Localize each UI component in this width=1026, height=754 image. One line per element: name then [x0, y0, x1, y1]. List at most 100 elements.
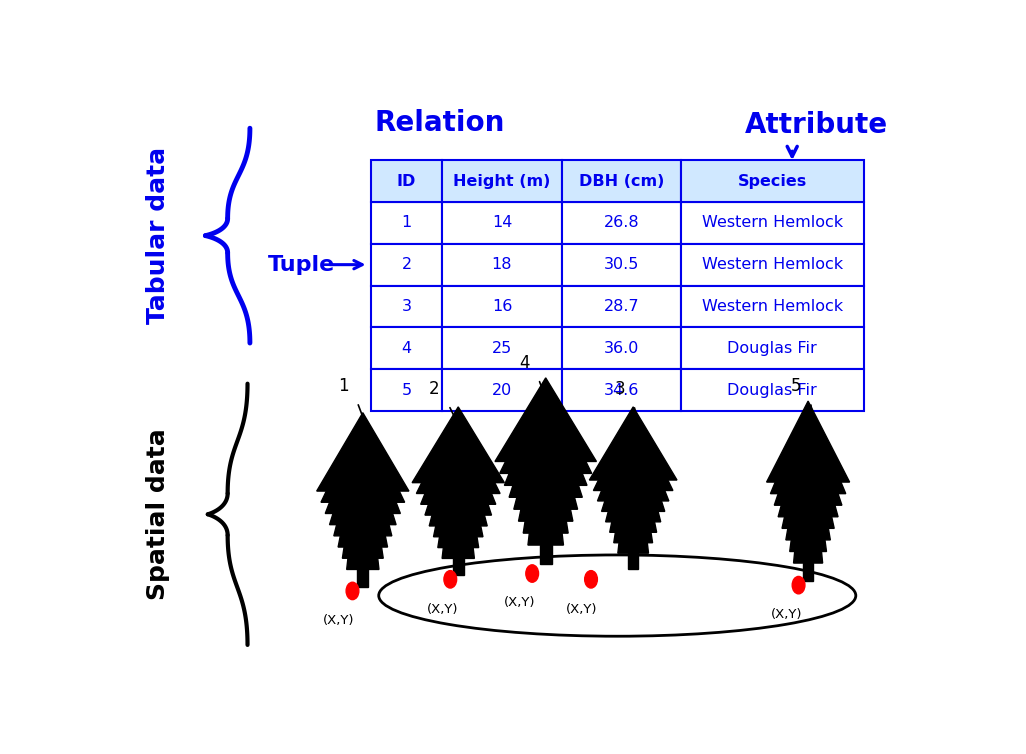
Text: Douglas Fir: Douglas Fir [727, 341, 817, 356]
Text: 1: 1 [401, 216, 411, 231]
Text: 3: 3 [615, 380, 625, 398]
Polygon shape [609, 415, 657, 532]
Polygon shape [495, 378, 596, 461]
Text: 4: 4 [401, 341, 411, 356]
Polygon shape [325, 416, 400, 513]
Text: Height (m): Height (m) [453, 173, 551, 188]
Text: Western Hemlock: Western Hemlock [702, 216, 843, 231]
Bar [442, 327, 561, 369]
Text: 5: 5 [401, 382, 411, 397]
Text: Species: Species [738, 173, 806, 188]
Bar [561, 369, 681, 411]
Text: 5: 5 [791, 377, 801, 395]
Polygon shape [523, 389, 568, 533]
Polygon shape [333, 420, 392, 536]
Text: 3: 3 [401, 299, 411, 314]
Polygon shape [786, 410, 830, 540]
Bar [370, 369, 442, 411]
Polygon shape [343, 424, 384, 558]
Ellipse shape [346, 582, 359, 599]
Text: (X,Y): (X,Y) [504, 596, 536, 608]
Polygon shape [597, 410, 669, 501]
Polygon shape [518, 388, 573, 521]
Bar [442, 286, 561, 327]
Polygon shape [357, 569, 368, 587]
Text: 4: 4 [519, 354, 529, 372]
Polygon shape [442, 419, 474, 559]
Polygon shape [317, 412, 409, 491]
Polygon shape [593, 409, 673, 491]
Polygon shape [514, 385, 578, 509]
Polygon shape [509, 384, 583, 498]
Polygon shape [329, 418, 396, 525]
Polygon shape [589, 407, 677, 480]
Bar [561, 160, 681, 202]
Bar [681, 327, 864, 369]
Text: 25: 25 [491, 341, 512, 356]
Polygon shape [421, 410, 496, 504]
Text: 28.7: 28.7 [603, 299, 639, 314]
Text: ID: ID [397, 173, 417, 188]
Text: Relation: Relation [374, 109, 505, 137]
Polygon shape [775, 405, 842, 505]
Bar [370, 160, 442, 202]
Polygon shape [778, 406, 838, 516]
Polygon shape [417, 409, 500, 493]
Text: Douglas Fir: Douglas Fir [727, 382, 817, 397]
Text: Attribute: Attribute [745, 111, 887, 139]
Text: 1: 1 [338, 377, 348, 395]
Text: 14: 14 [491, 216, 512, 231]
Polygon shape [321, 415, 404, 502]
Ellipse shape [792, 576, 805, 594]
Polygon shape [412, 407, 505, 483]
Text: 2: 2 [401, 257, 411, 272]
Bar [561, 286, 681, 327]
Text: 18: 18 [491, 257, 512, 272]
Polygon shape [425, 412, 491, 515]
Polygon shape [540, 545, 552, 564]
Bar [442, 244, 561, 286]
Text: (X,Y): (X,Y) [565, 602, 597, 615]
Bar [561, 244, 681, 286]
Bar [442, 202, 561, 244]
Polygon shape [347, 425, 379, 569]
Polygon shape [605, 414, 661, 522]
Polygon shape [438, 417, 479, 547]
Polygon shape [434, 415, 483, 537]
Bar [681, 202, 864, 244]
Polygon shape [339, 421, 388, 547]
Bar [442, 160, 561, 202]
Polygon shape [793, 414, 823, 563]
Text: 30.5: 30.5 [603, 257, 639, 272]
Text: 34.6: 34.6 [603, 382, 639, 397]
Ellipse shape [525, 565, 539, 582]
Polygon shape [452, 559, 464, 575]
Text: (X,Y): (X,Y) [771, 608, 802, 621]
Polygon shape [618, 418, 648, 553]
Bar [442, 369, 561, 411]
Bar [370, 286, 442, 327]
Text: Tuple: Tuple [268, 255, 334, 274]
Polygon shape [790, 412, 827, 551]
Polygon shape [505, 382, 587, 486]
Ellipse shape [585, 571, 597, 588]
Polygon shape [628, 553, 638, 569]
Text: Tabular data: Tabular data [147, 147, 170, 324]
Text: Spatial data: Spatial data [147, 428, 170, 600]
Text: 26.8: 26.8 [603, 216, 639, 231]
Bar [370, 202, 442, 244]
Ellipse shape [444, 571, 457, 588]
Polygon shape [429, 414, 487, 526]
Text: 16: 16 [491, 299, 512, 314]
Text: DBH (cm): DBH (cm) [579, 173, 664, 188]
Bar [681, 160, 864, 202]
Text: (X,Y): (X,Y) [323, 615, 355, 627]
Bar [681, 369, 864, 411]
Polygon shape [782, 409, 834, 529]
Polygon shape [803, 563, 814, 581]
Bar [681, 286, 864, 327]
Bar [681, 244, 864, 286]
Polygon shape [601, 412, 665, 511]
Text: Western Hemlock: Western Hemlock [702, 299, 843, 314]
Text: 2: 2 [429, 380, 440, 398]
